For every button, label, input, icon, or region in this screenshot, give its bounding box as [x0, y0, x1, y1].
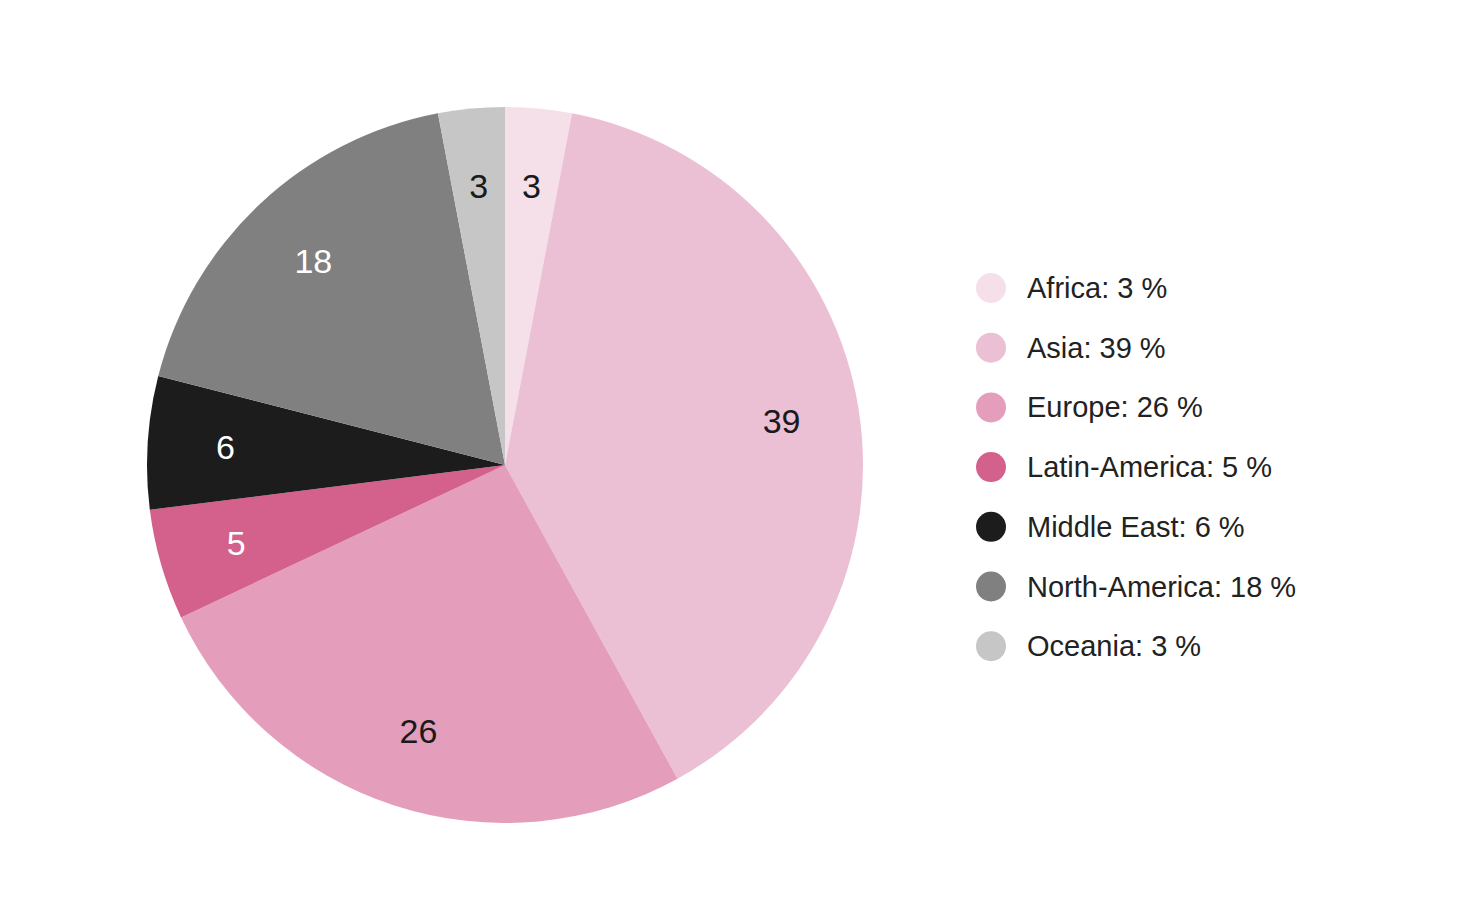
- legend-swatch: [976, 631, 1006, 661]
- legend-swatch: [976, 333, 1006, 363]
- legend-label: Europe: 26 %: [1027, 391, 1203, 423]
- legend-label: Oceania: 3 %: [1027, 630, 1201, 662]
- data-labels: 3 39 26 5 6 18 3: [216, 167, 800, 750]
- legend-swatch: [976, 512, 1006, 542]
- legend-label: Latin-America: 5 %: [1027, 451, 1272, 483]
- legend: Africa: 3 % Asia: 39 % Europe: 26 % Latin-A…: [976, 272, 1296, 662]
- data-label: 39: [763, 402, 801, 440]
- legend-swatch: [976, 452, 1006, 482]
- data-label: 6: [216, 428, 235, 466]
- legend-label: Middle East: 6 %: [1027, 511, 1245, 543]
- legend-label: Africa: 3 %: [1027, 272, 1167, 304]
- legend-swatch: [976, 273, 1006, 303]
- data-label: 3: [469, 167, 488, 205]
- legend-swatch: [976, 392, 1006, 422]
- legend-label: North-America: 18 %: [1027, 571, 1296, 603]
- data-label: 5: [227, 524, 246, 562]
- data-label: 3: [522, 167, 541, 205]
- legend-label: Asia: 39 %: [1027, 332, 1166, 364]
- slices: [147, 107, 863, 823]
- data-label: 26: [400, 712, 438, 750]
- legend-swatch: [976, 572, 1006, 602]
- chart: 3 39 26 5 6 18 3 Africa: 3 % Asia: 39 % Europe: 2…: [0, 0, 1475, 908]
- data-label: 18: [294, 242, 332, 280]
- slice: [438, 107, 505, 465]
